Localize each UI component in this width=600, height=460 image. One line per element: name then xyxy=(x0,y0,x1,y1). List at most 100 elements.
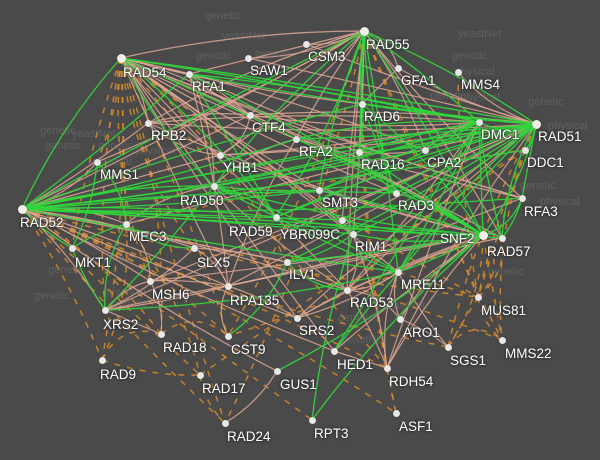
graph-node-srs2[interactable] xyxy=(293,314,301,322)
graph-node-rad54[interactable] xyxy=(116,53,126,63)
graph-node-rad24[interactable] xyxy=(221,419,229,427)
graph-node-rpb2[interactable] xyxy=(144,119,152,127)
graph-node-saw1[interactable] xyxy=(244,54,252,62)
graph-node-mms22[interactable] xyxy=(498,336,506,344)
edge-genetic xyxy=(21,208,103,361)
edge-yeastnet xyxy=(286,234,484,263)
graph-node-gus1[interactable] xyxy=(273,367,281,375)
edge-yeastnet xyxy=(395,123,537,194)
edge-physical xyxy=(120,30,365,59)
edge-yeastnet xyxy=(275,123,537,218)
edge-yeastnet xyxy=(275,216,399,273)
edge-yeastnet xyxy=(21,208,399,273)
graph-node-asf1[interactable] xyxy=(392,409,400,417)
graph-node-rad9[interactable] xyxy=(98,356,106,364)
edge-yeastnet xyxy=(341,219,484,236)
graph-node-ilv1[interactable] xyxy=(283,258,291,266)
edge-genetic xyxy=(346,149,526,291)
graph-node-rpa135[interactable] xyxy=(224,282,232,290)
edge-genetic xyxy=(477,123,537,298)
edge-physical xyxy=(397,237,503,273)
edge-genetic xyxy=(21,208,201,376)
graph-node-rfa2[interactable] xyxy=(292,135,300,143)
edge-yeastnet xyxy=(341,123,537,221)
edge-yeastnet xyxy=(397,234,484,273)
graph-node-gfa1[interactable] xyxy=(394,64,402,72)
edge-yeastnet xyxy=(213,185,399,273)
edge-physical xyxy=(220,285,229,337)
graph-node-rfa1[interactable] xyxy=(185,70,193,78)
edge-genetic xyxy=(457,71,479,298)
graph-node-rad3[interactable] xyxy=(392,189,400,197)
edge-yeastnet xyxy=(125,223,195,249)
graph-node-rad17[interactable] xyxy=(196,371,204,379)
edge-physical xyxy=(104,234,484,311)
graph-node-cpa2[interactable] xyxy=(421,146,429,154)
edge-physical xyxy=(295,30,365,140)
edge-genetic xyxy=(101,57,122,311)
edge-physical xyxy=(227,285,298,319)
graph-node-yhb1[interactable] xyxy=(216,151,224,159)
edge-yeastnet xyxy=(318,189,484,236)
edge-yeastnet xyxy=(71,161,98,249)
graph-node-csm3[interactable] xyxy=(302,40,310,48)
graph-node-rpt3[interactable] xyxy=(308,416,316,424)
graph-node-rad6[interactable] xyxy=(358,100,366,108)
graph-node-rfa3[interactable] xyxy=(518,194,526,202)
graph-node-rad57[interactable] xyxy=(498,234,506,242)
edge-genetic xyxy=(227,234,484,337)
graph-node-rdh54[interactable] xyxy=(383,364,391,372)
graph-node-xrs2[interactable] xyxy=(101,306,109,314)
edge-yeastnet xyxy=(363,30,484,236)
edge-genetic xyxy=(101,57,124,361)
graph-node-rad52[interactable] xyxy=(17,204,27,214)
edge-genetic xyxy=(120,57,226,424)
graph-node-rad50[interactable] xyxy=(210,182,218,190)
edge-yeastnet xyxy=(213,185,277,218)
edge-physical xyxy=(147,115,480,124)
graph-node-msh6[interactable] xyxy=(146,277,154,285)
edge-yeastnet xyxy=(360,30,365,105)
edge-genetic xyxy=(477,149,526,298)
graph-node-rim1[interactable] xyxy=(349,230,357,238)
graph-node-rad18[interactable] xyxy=(157,330,165,338)
graph-node-rad16[interactable] xyxy=(355,148,363,156)
edge-physical xyxy=(363,30,523,199)
graph-node-snf2[interactable] xyxy=(478,230,488,240)
graph-node-ddc1[interactable] xyxy=(521,146,529,154)
edge-physical xyxy=(147,122,221,156)
graph-node-mms1[interactable] xyxy=(93,158,101,166)
graph-node-dmc1[interactable] xyxy=(475,118,483,126)
graph-node-mus81[interactable] xyxy=(474,293,482,301)
edge-physical xyxy=(188,30,365,75)
graph-node-mkt1[interactable] xyxy=(68,244,76,252)
graph-node-mms4[interactable] xyxy=(454,68,462,76)
graph-node-aro1[interactable] xyxy=(396,315,404,323)
graph-node-rad55[interactable] xyxy=(359,26,369,36)
graph-node-rad51[interactable] xyxy=(531,119,541,129)
edge-physical xyxy=(147,122,484,236)
edge-physical xyxy=(352,233,388,369)
graph-node-slx5[interactable] xyxy=(190,244,198,252)
graph-node-ctf4[interactable] xyxy=(246,111,254,119)
graph-node-hed1[interactable] xyxy=(330,347,338,355)
edge-physical xyxy=(219,154,484,236)
graph-node-cst9[interactable] xyxy=(224,332,232,340)
edge-yeastnet xyxy=(318,123,537,191)
graph-node-sgs1[interactable] xyxy=(444,343,452,351)
edge-yeastnet xyxy=(478,121,484,236)
graph-node-rad53[interactable] xyxy=(343,286,351,294)
graph-node-rad59[interactable] xyxy=(272,213,280,221)
graph-node-mec3[interactable] xyxy=(122,220,130,228)
edge-yeastnet xyxy=(275,30,365,218)
edge-physical xyxy=(21,122,149,210)
edge-genetic xyxy=(447,234,484,348)
edge-physical xyxy=(247,57,537,125)
graph-node-mre11[interactable] xyxy=(394,268,402,276)
edge-physical xyxy=(305,43,537,125)
graph-node-ybr099c[interactable] xyxy=(338,216,346,224)
edge-yeastnet xyxy=(21,149,526,210)
edge-physical xyxy=(21,30,365,210)
graph-node-smt3[interactable] xyxy=(315,186,323,194)
